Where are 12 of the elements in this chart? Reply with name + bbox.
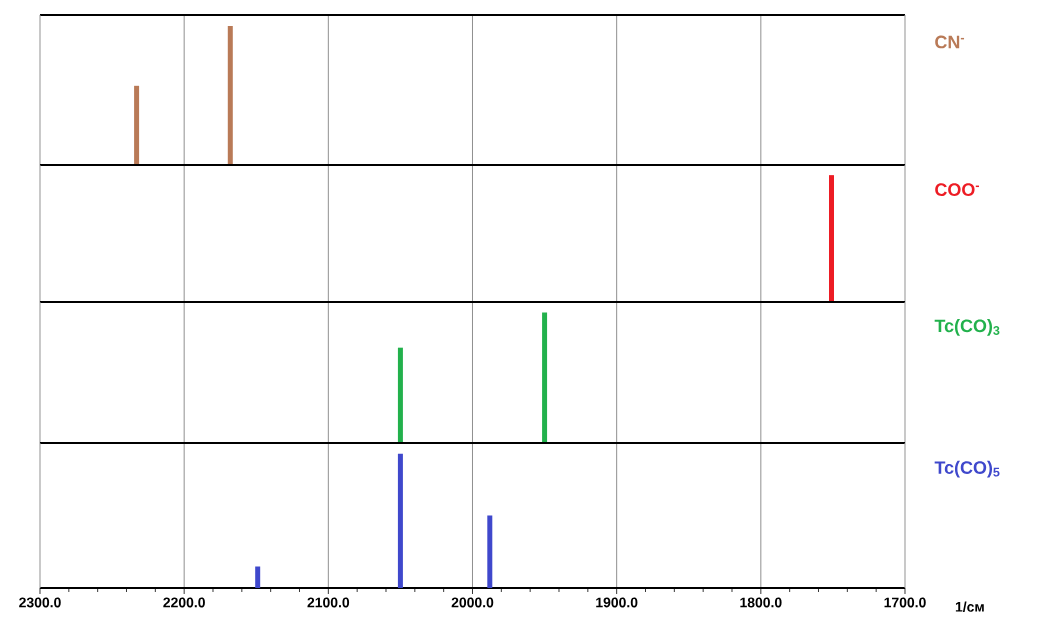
text: Tc(CO)$_{5}$ <box>934 460 1000 478</box>
x-tick-label: 2000.0 <box>451 597 494 608</box>
x-tick-label: 2300.0 <box>19 597 61 608</box>
x-axis-title: 1/см <box>955 601 984 612</box>
x-tick-label: 1900.0 <box>596 597 638 608</box>
x-tick-label: 1800.0 <box>740 597 782 608</box>
x-tick-label: 2200.0 <box>163 597 205 608</box>
x-tick-label: 2100.0 <box>307 597 350 608</box>
text: Tc(CO)$_{3}$ <box>934 319 1000 336</box>
x-tick-label: 1700.0 <box>884 597 926 608</box>
text: COO$^{-}$ <box>935 183 979 196</box>
text: CN$^{-}$ <box>935 35 965 49</box>
